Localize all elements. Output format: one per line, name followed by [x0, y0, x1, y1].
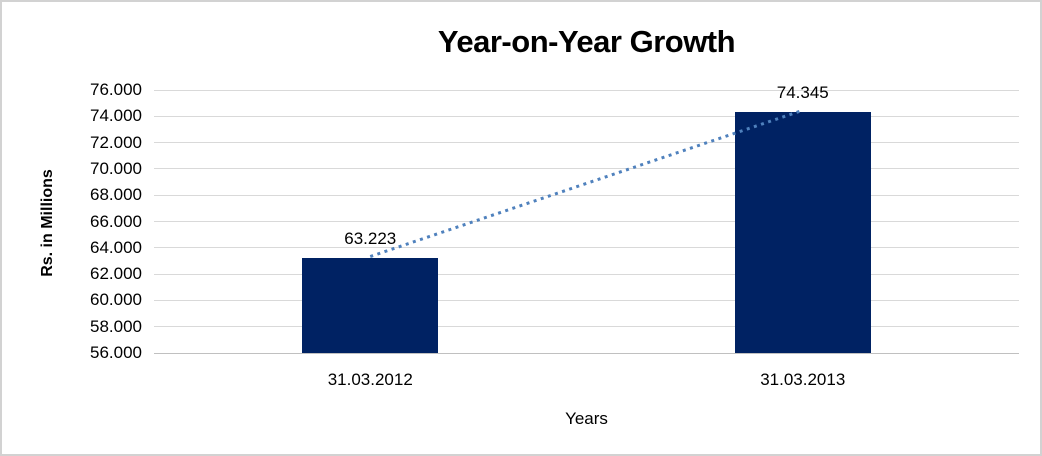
gridline: [154, 299, 1019, 301]
gridline: [154, 194, 1019, 196]
gridline: [154, 115, 1019, 117]
y-tick-label: 64.000: [90, 237, 142, 257]
gridline: [154, 273, 1019, 275]
trend-dotted-line: [369, 108, 804, 258]
trend-line: [369, 108, 804, 258]
gridline: [154, 247, 1019, 249]
chart-title: Year-on-Year Growth: [437, 24, 736, 59]
x-axis-line: [154, 352, 1019, 354]
x-tick-label: 31.03.2013: [760, 370, 846, 389]
bar-31.03.2012: [302, 258, 439, 353]
y-tick-label: 68.000: [90, 185, 142, 205]
y-tick-label: 74.000: [90, 106, 142, 126]
y-tick-label: 60.000: [90, 290, 142, 310]
y-tick-label: 76.000: [90, 80, 142, 99]
y-tick-label: 62.000: [90, 264, 142, 284]
gridline: [154, 326, 1019, 328]
x-axis-title: Years: [565, 409, 608, 428]
y-tick-label: 66.000: [90, 211, 142, 231]
gridline: [154, 89, 1019, 91]
gridline: [154, 221, 1019, 222]
y-tick-label: 58.000: [90, 316, 142, 336]
plot-area: 63.223 74.345: [154, 83, 1019, 354]
y-tick-label: 72.000: [90, 132, 142, 152]
gridline: [154, 168, 1019, 170]
x-tick-label: 31.03.2012: [327, 370, 413, 389]
bar-31.03.2013: [734, 111, 871, 353]
y-tick-label: 56.000: [90, 343, 142, 362]
gridline: [154, 142, 1019, 144]
bar-data-label: 74.345: [776, 82, 829, 102]
y-tick-label: 70.000: [90, 158, 142, 178]
bar-data-label: 63.223: [344, 229, 397, 249]
